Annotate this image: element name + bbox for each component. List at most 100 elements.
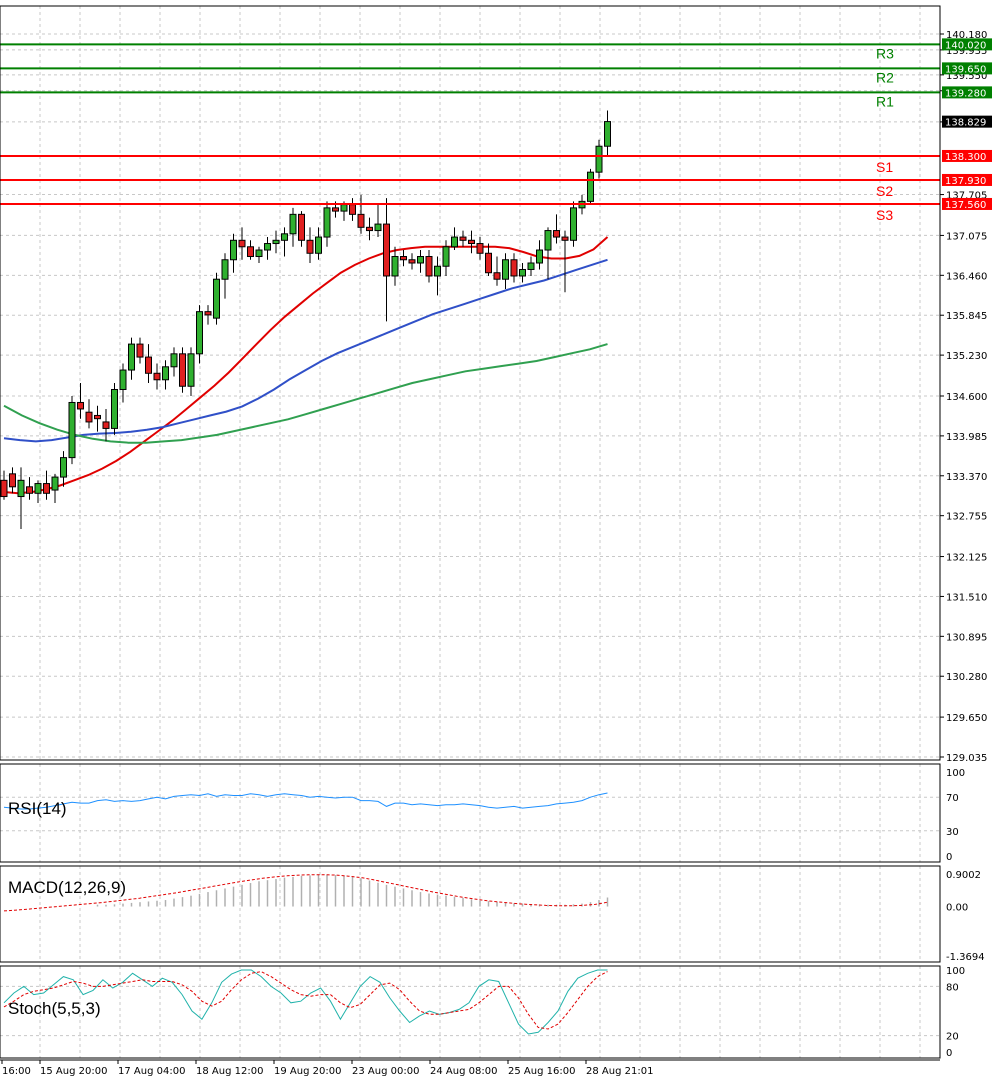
candle-body <box>162 366 169 381</box>
candle <box>391 246 399 286</box>
moving-average-line <box>3 258 608 443</box>
candle <box>170 347 178 377</box>
candle <box>519 262 526 283</box>
candle-body <box>425 256 433 277</box>
candle <box>306 227 314 263</box>
candle <box>400 250 407 267</box>
candle <box>111 383 118 435</box>
candle-body <box>196 311 203 355</box>
level-badge-label: 137.930 <box>945 176 986 187</box>
candle-body <box>281 233 288 241</box>
macd-label: MACD(12,26,9) <box>8 878 126 897</box>
candle <box>272 230 280 254</box>
level-name-r1: R1 <box>876 93 894 109</box>
macd-tick-label: 0.9002 <box>946 870 981 881</box>
candle <box>179 347 186 393</box>
stoch-pane <box>3 969 608 1035</box>
last-price-label: 138.829 <box>945 118 986 129</box>
time-tick-label: 19 Aug 20:00 <box>274 1066 341 1077</box>
candle-body <box>570 207 577 241</box>
candle <box>442 240 450 276</box>
stoch-tick-label: 100 <box>946 966 965 977</box>
last-price-badge <box>942 115 992 128</box>
candle <box>196 305 203 364</box>
candle-body <box>391 256 399 277</box>
candle-body <box>272 239 280 245</box>
level-badge-label: 140.020 <box>945 40 986 51</box>
time-tick-label: 15 Aug 20:00 <box>40 1066 107 1077</box>
candle <box>604 110 611 156</box>
candle-body <box>400 256 407 261</box>
candle <box>544 227 552 280</box>
rsi-tick-label: 0 <box>946 852 952 863</box>
candle-body <box>323 207 331 238</box>
candle <box>136 337 144 364</box>
macd-tick-label: -1.3694 <box>946 952 985 963</box>
candle <box>425 250 433 283</box>
candle-body <box>68 401 76 459</box>
candle <box>510 253 518 283</box>
candle <box>26 477 33 500</box>
level-name-r3: R3 <box>876 45 894 61</box>
candle <box>213 272 220 325</box>
price-tick-label: 135.230 <box>946 351 987 362</box>
candle <box>366 217 373 241</box>
candle <box>536 240 543 270</box>
candle-body <box>128 343 135 371</box>
candle <box>68 395 76 465</box>
candle <box>502 253 509 289</box>
candle-body <box>264 243 271 251</box>
candle-body <box>332 207 339 212</box>
candle <box>119 363 127 403</box>
level-badge <box>942 149 992 162</box>
stoch-tick-label: 0 <box>946 1048 952 1059</box>
candle-body <box>451 236 458 248</box>
candle <box>357 194 365 234</box>
candle <box>434 256 441 296</box>
level-badge-label: 139.280 <box>945 88 986 99</box>
level-name-s2: S2 <box>876 183 893 199</box>
pane-border <box>0 5 941 761</box>
candle <box>374 204 382 238</box>
candle <box>17 467 25 529</box>
level-badge-label: 139.650 <box>945 64 986 75</box>
candle <box>230 233 237 273</box>
candle <box>102 408 110 442</box>
moving-average-line <box>3 236 609 495</box>
candle <box>204 305 212 325</box>
stoch-d-line <box>3 971 608 1030</box>
candle <box>255 246 263 263</box>
price-tick-label: 137.705 <box>946 191 987 202</box>
candle <box>247 240 254 260</box>
candle <box>264 237 271 260</box>
candle-body <box>51 476 59 491</box>
moving-average-line <box>3 343 608 444</box>
level-badge <box>942 38 992 51</box>
candle <box>289 207 297 247</box>
candle-body <box>408 259 416 264</box>
candle <box>383 198 390 322</box>
candle-body <box>179 353 186 387</box>
macd-tick-label: 0.00 <box>946 903 968 914</box>
rsi-tick-label: 100 <box>946 768 965 779</box>
candle-body <box>383 223 390 277</box>
time-tick-label: 25 Aug 16:00 <box>508 1066 575 1077</box>
price-tick-label: 129.650 <box>946 713 987 724</box>
stoch-k-line <box>3 969 608 1035</box>
price-tick-label: 139.935 <box>946 46 987 57</box>
price-tick-label: 130.895 <box>946 632 987 643</box>
level-badge <box>942 197 992 210</box>
candle <box>145 344 152 384</box>
time-tick-label: 18 Aug 12:00 <box>196 1066 263 1077</box>
candle-body <box>519 268 526 277</box>
candle-body <box>485 252 492 274</box>
candle-body <box>340 204 348 212</box>
time-tick-label: 23 Aug 00:00 <box>352 1066 419 1077</box>
candle <box>485 243 492 276</box>
time-tick-label: 24 Aug 08:00 <box>430 1066 497 1077</box>
candle-body <box>510 259 518 277</box>
candle-body <box>604 121 611 147</box>
price-tick-label: 136.460 <box>946 271 987 282</box>
candle-body <box>442 246 450 267</box>
